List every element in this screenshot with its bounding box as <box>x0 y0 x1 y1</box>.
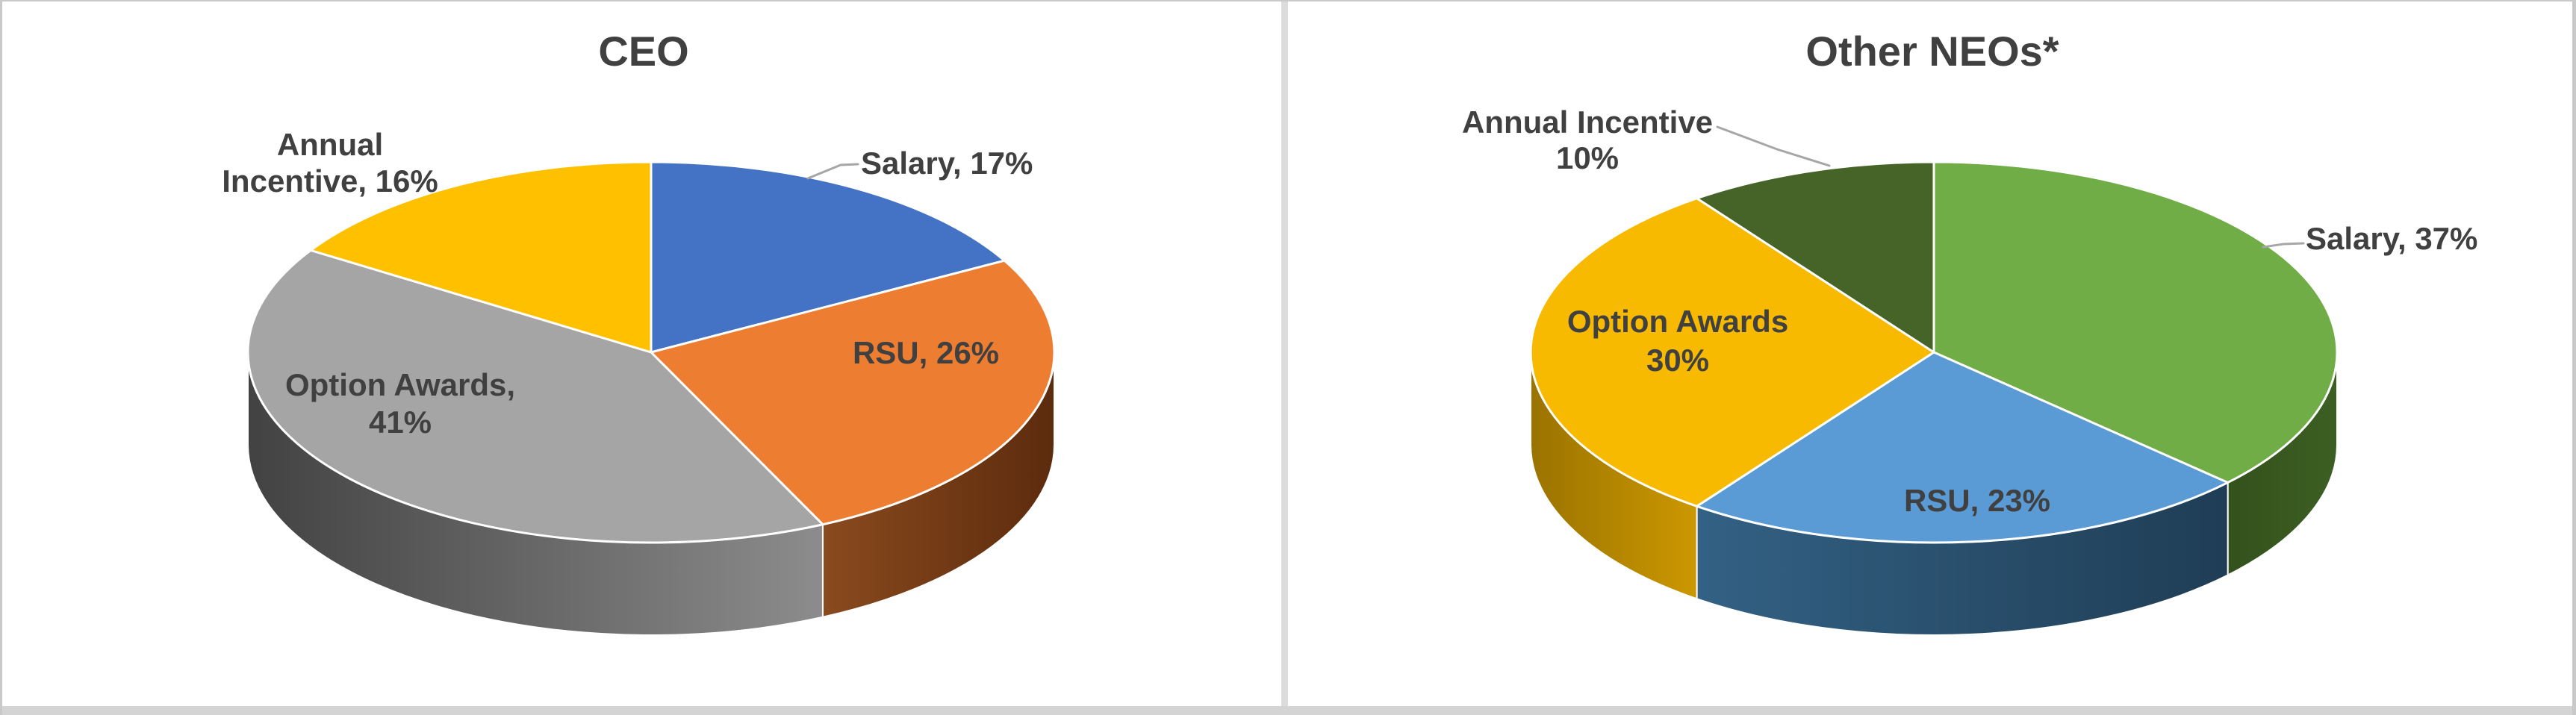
pie-slice-salary <box>650 160 1006 354</box>
charts-group: Salary, 17% RSU, 26% Option Awards,41% Annu… <box>222 28 2477 636</box>
data-label-annual-incentive-line1: Annual Incentive <box>1462 104 1713 140</box>
pie-chart-other-neos: Salary, 37% RSU, 23% Option Awards 30% Annua… <box>1462 28 2477 636</box>
data-label-option-awards-line1: Option Awards <box>1567 304 1788 339</box>
pie-slice-salary <box>1932 160 2339 484</box>
data-label-option-awards-line1: Option Awards, <box>285 367 515 402</box>
pie-slice-annual-incentive <box>309 160 653 354</box>
pie-chart-ceo: Salary, 17% RSU, 26% Option Awards,41% Annu… <box>222 28 1056 636</box>
left-frame-border <box>0 0 2 715</box>
data-label-salary: Salary, 37% <box>2306 221 2477 256</box>
data-label-salary: Salary, 17% <box>861 146 1033 181</box>
data-label-option-awards-line2: 41% <box>369 405 432 440</box>
pie-slice-option-awards <box>246 249 824 544</box>
right-frame-border <box>2572 0 2576 715</box>
pie-slice-rsu <box>650 259 1056 526</box>
chart-title-ceo: CEO <box>598 28 688 75</box>
pie-slice-option-awards <box>1529 197 1935 508</box>
panel-divider <box>1281 0 1288 706</box>
data-label-annual-incentive-line2: 10% <box>1556 140 1619 175</box>
data-label-annual-incentive-line1: Annual <box>277 127 383 162</box>
data-label-rsu: RSU, 26% <box>853 335 999 370</box>
data-label-annual-incentive-line2: Incentive, 16% <box>222 163 438 199</box>
leader-line-salary <box>806 163 859 180</box>
pie-slice-rsu <box>1696 351 2230 544</box>
data-label-option-awards-line2: 30% <box>1646 343 1709 378</box>
top-frame-border <box>0 0 2576 1</box>
pie-slice-annual-incentive <box>1696 160 1935 354</box>
bottom-window-edge <box>0 706 2576 715</box>
leader-line-annual-incentive <box>1716 125 1831 167</box>
leader-line-salary <box>2262 242 2305 249</box>
chart-title-other-neos: Other NEOs* <box>1805 28 2059 75</box>
data-label-rsu: RSU, 23% <box>1904 483 2050 518</box>
